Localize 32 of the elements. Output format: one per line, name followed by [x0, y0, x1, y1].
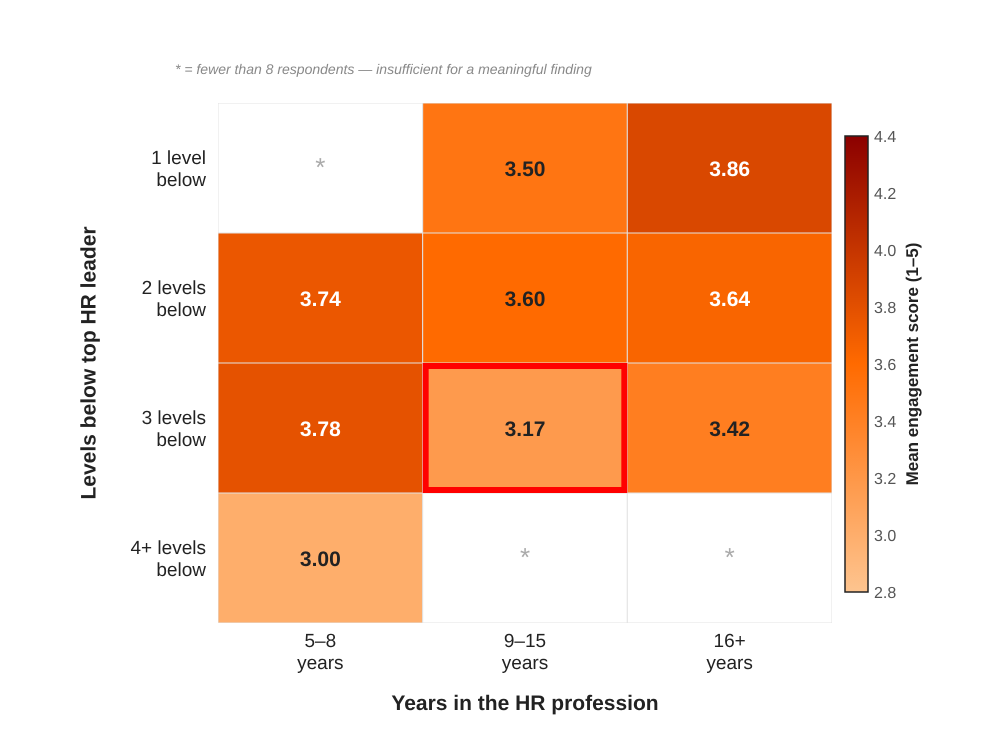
y-tick-label: 3 levels below [142, 408, 206, 451]
data-label: 3.60 [504, 288, 546, 311]
color-bar-label: 3.8 [874, 300, 896, 317]
color-bar-label: 4.4 [874, 129, 896, 146]
text: * = fewer than 8 respondents — insufficient for a meaningful finding [175, 61, 592, 77]
color-bar-label: 3.2 [874, 471, 896, 488]
color-bar-label: 3.4 [874, 414, 896, 431]
data-label: 3.74 [300, 288, 342, 311]
color-bar-label: 4.2 [874, 186, 896, 203]
x-tick-label: 5–8 years [297, 631, 344, 674]
data-label: 3.42 [709, 418, 750, 441]
text: * [724, 542, 735, 572]
data-label: 3.64 [709, 288, 750, 311]
x-tick-label: 16+ years [706, 631, 753, 674]
y-axis-title: Levels below top HR leader [77, 226, 100, 500]
color-bar-label: 3.0 [874, 528, 896, 545]
color-bar-label: 4.0 [874, 243, 896, 260]
text: * [315, 152, 326, 182]
data-label: 3.86 [709, 158, 750, 181]
color-bar-title: Mean engagement score (1–5) [903, 242, 922, 486]
x-axis-title: Years in the HR profession [391, 692, 659, 715]
y-tick-label: 1 level below [151, 148, 206, 191]
data-label: 3.00 [300, 548, 341, 571]
data-label: 3.78 [300, 418, 342, 441]
text: * [520, 542, 530, 572]
y-tick-label: 2 levels below [142, 278, 206, 321]
data-label: 3.17 [504, 418, 546, 441]
data-label: 3.50 [504, 158, 546, 181]
y-tick-label: 4+ levels below [130, 538, 206, 581]
color-bar-label: 2.8 [874, 585, 896, 602]
color-bar-label: 3.6 [874, 357, 896, 374]
x-tick-label: 9–15 years [502, 631, 548, 674]
